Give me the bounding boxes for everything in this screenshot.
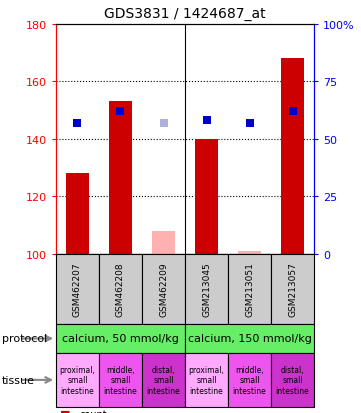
Text: proximal,
small
intestine: proximal, small intestine <box>188 365 225 395</box>
Bar <box>56 353 99 407</box>
Text: count: count <box>79 409 107 413</box>
Bar <box>228 254 271 324</box>
Text: GSM213051: GSM213051 <box>245 262 254 316</box>
Title: GDS3831 / 1424687_at: GDS3831 / 1424687_at <box>104 7 266 21</box>
Bar <box>142 254 185 324</box>
Text: tissue: tissue <box>2 375 35 385</box>
Text: protocol: protocol <box>2 334 47 344</box>
Text: calcium, 50 mmol/kg: calcium, 50 mmol/kg <box>62 334 179 344</box>
Bar <box>66 174 89 254</box>
Text: distal,
small
intestine: distal, small intestine <box>147 365 180 395</box>
Bar <box>185 254 228 324</box>
Text: GSM462209: GSM462209 <box>159 262 168 316</box>
Bar <box>185 353 228 407</box>
Text: proximal,
small
intestine: proximal, small intestine <box>60 365 95 395</box>
Bar <box>228 353 271 407</box>
Text: middle,
small
intestine: middle, small intestine <box>104 365 137 395</box>
Text: GSM462208: GSM462208 <box>116 262 125 316</box>
Text: GSM213057: GSM213057 <box>288 262 297 316</box>
Bar <box>99 353 142 407</box>
Bar <box>271 254 314 324</box>
Text: distal,
small
intestine: distal, small intestine <box>276 365 309 395</box>
Bar <box>99 254 142 324</box>
Text: ■: ■ <box>60 409 70 413</box>
Bar <box>271 353 314 407</box>
Bar <box>56 254 99 324</box>
Bar <box>195 140 218 254</box>
Text: GSM213045: GSM213045 <box>202 262 211 316</box>
Bar <box>238 251 261 254</box>
Bar <box>185 324 314 353</box>
Text: calcium, 150 mmol/kg: calcium, 150 mmol/kg <box>188 334 312 344</box>
Text: middle,
small
intestine: middle, small intestine <box>233 365 266 395</box>
Bar <box>109 102 132 254</box>
Bar <box>281 59 304 254</box>
Bar <box>152 231 175 254</box>
Text: GSM462207: GSM462207 <box>73 262 82 316</box>
Bar <box>142 353 185 407</box>
Bar <box>56 324 185 353</box>
